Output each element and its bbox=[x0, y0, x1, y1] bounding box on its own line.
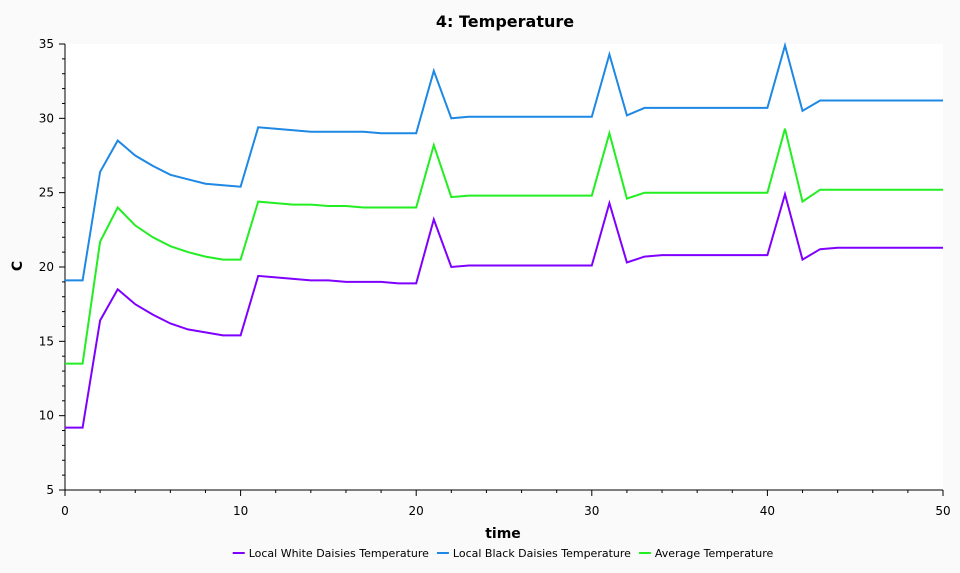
x-tick-label: 10 bbox=[233, 504, 248, 518]
y-axis-label: C bbox=[10, 261, 26, 271]
x-axis-label: time bbox=[485, 526, 521, 542]
series-layer bbox=[65, 41, 943, 429]
x-axis: 0 10 20 30 40 50 bbox=[61, 489, 951, 518]
series-line-3 bbox=[65, 128, 943, 365]
y-axis: 5 10 15 20 25 30 35 bbox=[39, 37, 66, 497]
y-tick-label: 10 bbox=[39, 409, 54, 423]
y-tick-label: 5 bbox=[46, 483, 54, 497]
legend-label-1: Local White Daisies Temperature bbox=[249, 547, 429, 560]
series-line-1 bbox=[65, 190, 943, 429]
x-tick-label: 30 bbox=[584, 504, 599, 518]
y-tick-label: 30 bbox=[39, 111, 54, 125]
plot-background bbox=[65, 44, 943, 490]
y-tick-label: 25 bbox=[39, 186, 54, 200]
series-line-2 bbox=[65, 41, 943, 282]
y-tick-label: 20 bbox=[39, 260, 54, 274]
legend-label-3: Average Temperature bbox=[655, 547, 774, 560]
plot-area bbox=[65, 44, 943, 490]
y-tick-label: 15 bbox=[39, 334, 54, 348]
chart-title: 4: Temperature bbox=[436, 12, 574, 31]
x-tick-label: 20 bbox=[409, 504, 424, 518]
legend: Local White Daisies Temperature Local Bla… bbox=[232, 547, 774, 560]
y-tick-label: 35 bbox=[39, 37, 54, 51]
x-tick-label: 50 bbox=[935, 504, 950, 518]
x-tick-label: 0 bbox=[61, 504, 69, 518]
legend-label-2: Local Black Daisies Temperature bbox=[453, 547, 631, 560]
x-tick-label: 40 bbox=[760, 504, 775, 518]
